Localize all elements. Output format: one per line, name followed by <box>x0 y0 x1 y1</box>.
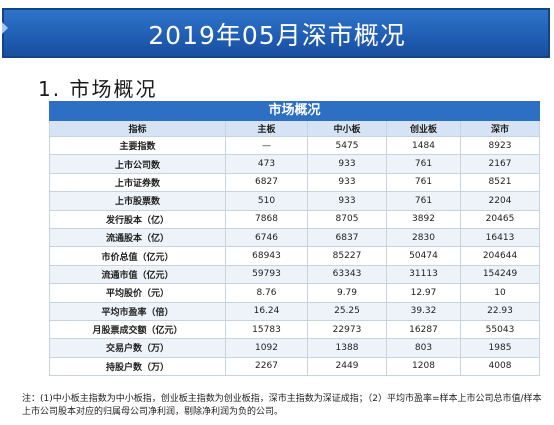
table-row: 流通市值（亿元） 59793 63343 31113 154249 <box>49 265 540 285</box>
table-cell: 761 <box>387 192 461 211</box>
row-label: 平均股价（元） <box>49 284 226 303</box>
table-cell: 5475 <box>308 137 387 156</box>
table-row: 交易户数（万） 1092 1388 803 1985 <box>49 339 540 358</box>
table-row: 流通股本（亿） 6746 6837 2830 16413 <box>49 228 540 248</box>
table-cell: 933 <box>308 192 387 211</box>
table-cell: 1208 <box>387 357 461 377</box>
table-cell: 761 <box>387 155 461 174</box>
table-cell: 59793 <box>226 265 308 285</box>
table-cell: 8521 <box>461 173 540 193</box>
table-cell: 25.25 <box>308 302 387 321</box>
table-cell: 2449 <box>308 357 387 377</box>
table-row: 发行股本（亿） 7868 8705 3892 20465 <box>49 210 540 229</box>
table-cell: 3892 <box>387 210 461 229</box>
table-cell: 6746 <box>226 228 308 248</box>
table-cell: 204644 <box>461 247 540 266</box>
table-cell: 63343 <box>308 265 387 285</box>
table-cell: 473 <box>226 155 308 174</box>
table-cell: 510 <box>226 192 308 211</box>
table-cell: 4008 <box>461 357 540 377</box>
table-cell: 6827 <box>226 173 308 193</box>
row-label: 上市公司数 <box>49 155 226 174</box>
table-cell: 10 <box>461 284 540 303</box>
row-label: 持股户数（万） <box>49 357 226 377</box>
row-label: 月股票成交额（亿元） <box>49 320 226 340</box>
table-cell: 39.32 <box>387 302 461 321</box>
market-overview-table: 市场概况 指标 主板 中小板 创业板 深市 主要指数 —5475 1484 8923 上… <box>49 101 540 377</box>
table-cell: 8923 <box>461 137 540 156</box>
table-cell: 761 <box>387 173 461 193</box>
table-cell: 68943 <box>226 247 308 266</box>
table-row: 持股户数（万） 2267 2449 1208 4008 <box>49 357 540 377</box>
banner-corner-mark <box>2 22 8 34</box>
row-label: 交易户数（万） <box>49 339 226 358</box>
row-label: 上市股票数 <box>49 192 226 211</box>
table-cell: 2267 <box>226 357 308 377</box>
table-cell: 1388 <box>308 339 387 358</box>
row-label: 流通市值（亿元） <box>49 265 226 285</box>
table-cell: 933 <box>308 155 387 174</box>
table-header-row: 指标 主板 中小板 创业板 深市 <box>49 121 540 137</box>
column-header: 中小板 <box>308 121 387 137</box>
table-cell: 154249 <box>461 265 540 285</box>
table-cell: 50474 <box>387 247 461 266</box>
table-row: 上市股票数 510 933 761 2204 <box>49 192 540 211</box>
table-cell: 22973 <box>308 320 387 340</box>
table-cell: 8705 <box>308 210 387 229</box>
table-row: 主要指数 —5475 1484 8923 <box>49 137 540 156</box>
table-cell: 16287 <box>387 320 461 340</box>
table-cell: 2830 <box>387 228 461 248</box>
table-cell: 1484 <box>387 137 461 156</box>
column-header: 创业板 <box>387 121 461 137</box>
row-label: 流通股本（亿） <box>49 228 226 248</box>
table-row: 上市证券数 6827 933 761 8521 <box>49 173 540 193</box>
column-header: 主板 <box>226 121 308 137</box>
table-row: 市价总值（亿元） 68943 85227 50474 204644 <box>49 247 540 266</box>
table-cell: 7868 <box>226 210 308 229</box>
column-header: 深市 <box>461 121 540 137</box>
table-row: 平均市盈率（倍） 16.24 25.25 39.32 22.93 <box>49 302 540 321</box>
table-cell: 933 <box>308 173 387 193</box>
table-cell: 31113 <box>387 265 461 285</box>
table-row: 平均股价（元） 8.76 9.79 12.97 10 <box>49 284 540 303</box>
row-label: 上市证券数 <box>49 173 226 193</box>
row-label: 平均市盈率（倍） <box>49 302 226 321</box>
section-title: 1. 市场概况 <box>38 77 158 101</box>
table-row: 上市公司数 473 933 761 2167 <box>49 155 540 174</box>
table-cell: 20465 <box>461 210 540 229</box>
table-cell: 2204 <box>461 192 540 211</box>
table-cell: 9.79 <box>308 284 387 303</box>
table-cell: 6837 <box>308 228 387 248</box>
table-cell: 16413 <box>461 228 540 248</box>
table-cell: 8.76 <box>226 284 308 303</box>
table-row: 月股票成交额（亿元） 15783 22973 16287 55043 <box>49 320 540 340</box>
table-cell: 16.24 <box>226 302 308 321</box>
page-title: 2019年05月深市概况 <box>148 21 406 50</box>
table-title: 市场概况 <box>49 101 540 121</box>
banner: 2019年05月深市概况 <box>0 0 554 66</box>
table-cell: 2167 <box>461 155 540 174</box>
banner-box <box>2 8 550 58</box>
table-cell: 803 <box>387 339 461 358</box>
table-cell: 15783 <box>226 320 308 340</box>
table-cell: 1985 <box>461 339 540 358</box>
table-cell: 12.97 <box>387 284 461 303</box>
column-header: 指标 <box>49 121 226 137</box>
table-cell: 85227 <box>308 247 387 266</box>
table-cell: — <box>226 137 308 156</box>
row-label: 主要指数 <box>49 137 226 156</box>
row-label: 市价总值（亿元） <box>49 247 226 266</box>
footnote: 注：(1)中小板主指数为中小板指，创业板主指数为创业板指，深市主指数为深证成指；… <box>22 394 542 417</box>
table-cell: 22.93 <box>461 302 540 321</box>
table-cell: 1092 <box>226 339 308 358</box>
table-cell: 55043 <box>461 320 540 340</box>
row-label: 发行股本（亿） <box>49 210 226 229</box>
table-body: 主要指数 —5475 1484 8923 上市公司数 473 933 761 2167 上市证券数… <box>49 137 540 377</box>
